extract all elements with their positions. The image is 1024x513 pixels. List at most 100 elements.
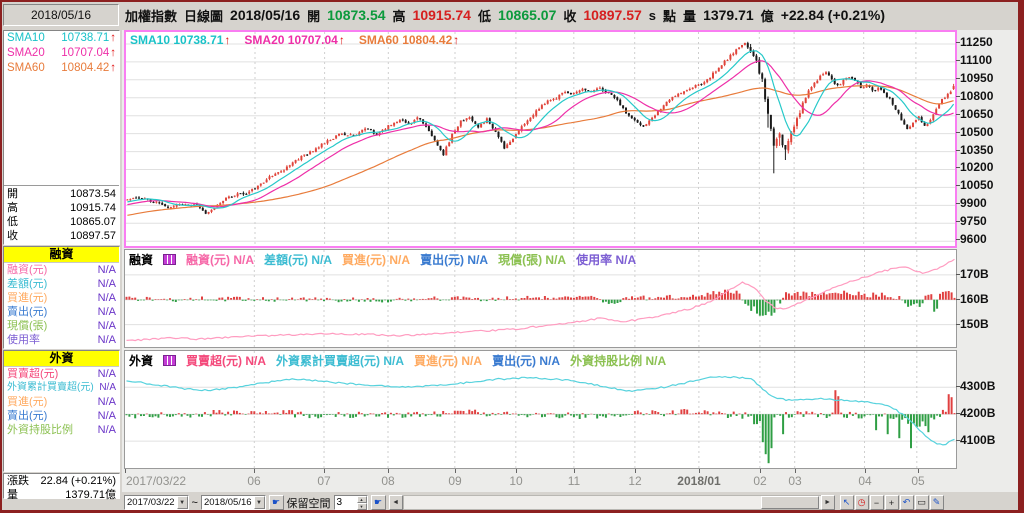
dropdown-arrow-icon[interactable]: ▼: [176, 496, 188, 509]
axis-tickmark: [956, 185, 960, 186]
dropdown-arrow-icon[interactable]: ▼: [253, 496, 265, 509]
hand-cursor-icon[interactable]: ☛: [268, 495, 284, 510]
scroll-right-icon[interactable]: ►: [820, 495, 835, 510]
legend-item: 差額(元) N/A: [264, 253, 333, 267]
point-label: 點: [663, 8, 677, 24]
margin-axis: 170B 160B 150B: [956, 249, 1016, 348]
top-bar: 2018/05/16 加權指數 日線圖 2018/05/16 開 10873.5…: [2, 2, 1018, 28]
frame-tool-icon[interactable]: ▭: [914, 495, 929, 510]
time-axis-label: 04: [858, 474, 872, 488]
axis-tick-label: 10650: [960, 107, 994, 121]
margin-pane[interactable]: 融資 融資(元) N/A 差額(元) N/A 買進(元) N/A 賣出(元) N…: [124, 249, 957, 348]
pointer-tool-icon[interactable]: ↖: [839, 495, 854, 510]
up-arrow-icon: ↑: [110, 47, 116, 59]
time-axis-label: 09: [448, 474, 462, 488]
horizontal-scrollbar[interactable]: ◄ ►: [388, 495, 835, 510]
axis-tickmark: [956, 386, 960, 387]
time-axis-tick: [455, 469, 456, 473]
axis-tick-label: 11250: [960, 35, 993, 49]
axis-tick-label: 10950: [960, 71, 994, 85]
time-axis-label: 07: [317, 474, 331, 488]
undo-icon[interactable]: ↶: [899, 495, 914, 510]
high-label: 高: [392, 8, 406, 24]
quote-title-bar: 加權指數 日線圖 2018/05/16 開 10873.54 高 10915.7…: [119, 6, 885, 25]
scroll-left-icon[interactable]: ◄: [388, 495, 403, 510]
foreign-pane[interactable]: 外資 買賣超(元) N/A 外資累計買賣超(元) N/A 買進(元) N/A 賣…: [124, 350, 957, 469]
sidebar-change-panel: 漲跌 22.84 (+0.21%) 量 1379.71億: [3, 473, 120, 501]
to-date-combo[interactable]: 2018/05/16 ▼: [200, 495, 266, 510]
up-arrow-icon: ↑: [110, 62, 116, 74]
axis-tickmark: [956, 132, 960, 133]
time-axis-tick: [760, 469, 761, 473]
spin-down-icon[interactable]: ▼: [356, 502, 367, 510]
ohlc-open-row: 開 10873.54: [7, 188, 116, 200]
clock-tool-icon[interactable]: ◷: [854, 495, 869, 510]
spin-up-icon[interactable]: ▲: [356, 495, 367, 503]
time-axis-label: 05: [911, 474, 925, 488]
from-date-combo[interactable]: 2017/03/22 ▼: [124, 495, 189, 510]
legend-item: 買進(元) N/A: [414, 354, 483, 368]
foreign-pane-legend: 外資 買賣超(元) N/A 外資累計買賣超(元) N/A 買進(元) N/A 賣…: [129, 352, 666, 369]
time-axis-label: 08: [381, 474, 395, 488]
axis-tickmark: [956, 239, 960, 240]
time-axis-label: 12: [628, 474, 642, 488]
open-label: 開: [307, 8, 321, 24]
legend-sma60: SMA60 10804.42↑: [358, 33, 460, 47]
low-value: 10865.07: [497, 7, 557, 23]
axis-tick-label: 11100: [960, 53, 993, 67]
legend-item: 使用率 N/A: [576, 253, 637, 267]
scrollbar-thumb[interactable]: [760, 496, 819, 509]
ohlc-close-row: 收 10897.57: [7, 230, 116, 242]
margin-panel-title: 融資: [4, 247, 119, 263]
axis-tick-label: 4300B: [960, 379, 996, 393]
hand-cursor-icon[interactable]: ☛: [370, 495, 386, 510]
axis-tickmark: [956, 114, 960, 115]
table-grid-icon[interactable]: [163, 355, 177, 366]
main-price-pane[interactable]: SMA10 10738.71↑ SMA20 10707.04↑ SMA60 10…: [124, 30, 957, 248]
foreign-row: 賣出(元) N/A: [7, 410, 116, 422]
axis-tickmark: [956, 150, 960, 151]
close-label: 收: [563, 8, 577, 24]
time-axis-tick: [699, 469, 700, 473]
time-axis-label: 02: [753, 474, 767, 488]
foreign-row: 買進(元) N/A: [7, 396, 116, 408]
low-label: 低: [477, 8, 491, 24]
keep-space-spinner[interactable]: 3 ▲ ▼: [333, 495, 368, 510]
axis-tick-label: 10050: [960, 178, 994, 192]
foreign-panel-title: 外資: [4, 351, 119, 367]
time-axis-tick: [918, 469, 919, 473]
pen-tool-icon[interactable]: ✎: [929, 495, 944, 510]
up-arrow-icon: ↑: [453, 33, 460, 47]
main-chart-canvas[interactable]: [126, 32, 955, 246]
zoom-out-icon[interactable]: −: [869, 495, 884, 510]
axis-tick-label: 10500: [960, 125, 994, 139]
zoom-in-icon[interactable]: +: [884, 495, 899, 510]
axis-tick-label: 4100B: [960, 433, 996, 447]
ohlc-high-row: 高 10915.74: [7, 202, 116, 214]
period-label: 日線圖: [184, 8, 224, 24]
sma60-value: 10804.42↑: [61, 62, 116, 74]
margin-row: 賣出(元) N/A: [7, 306, 116, 318]
ohlc-low-row: 低 10865.07: [7, 216, 116, 228]
foreign-axis: 4300B 4200B 4100B: [956, 350, 1016, 469]
table-grid-icon[interactable]: [163, 254, 177, 265]
change-row: 漲跌 22.84 (+0.21%): [7, 475, 116, 487]
axis-tick-label: 4200B: [960, 406, 996, 420]
axis-tickmark: [956, 42, 960, 43]
sidebar-ohlc-box: 開 10873.54 高 10915.74 低 10865.07 收 10897.57: [4, 185, 119, 244]
axis-tick-label: 10350: [960, 143, 994, 157]
time-axis: 2017/03/22 06 07 08 09 10 11 12 2018/01 02 03 04 05: [124, 469, 957, 492]
volume-value: 1379.71: [703, 7, 754, 23]
s-flag: s: [648, 7, 657, 23]
axis-tick-label: 9600: [960, 232, 987, 246]
scrollbar-track[interactable]: [402, 495, 821, 510]
margin-chart-canvas[interactable]: [125, 250, 956, 347]
date-box[interactable]: 2018/05/16: [3, 4, 119, 26]
time-axis-label: 03: [788, 474, 802, 488]
volume-unit: 億: [760, 8, 774, 24]
axis-tickmark: [956, 299, 960, 300]
up-arrow-icon: ↑: [338, 33, 345, 47]
legend-item: 融資(元) N/A: [186, 253, 255, 267]
foreign-chart-canvas[interactable]: [125, 351, 956, 468]
volume-label: 量: [683, 8, 697, 24]
